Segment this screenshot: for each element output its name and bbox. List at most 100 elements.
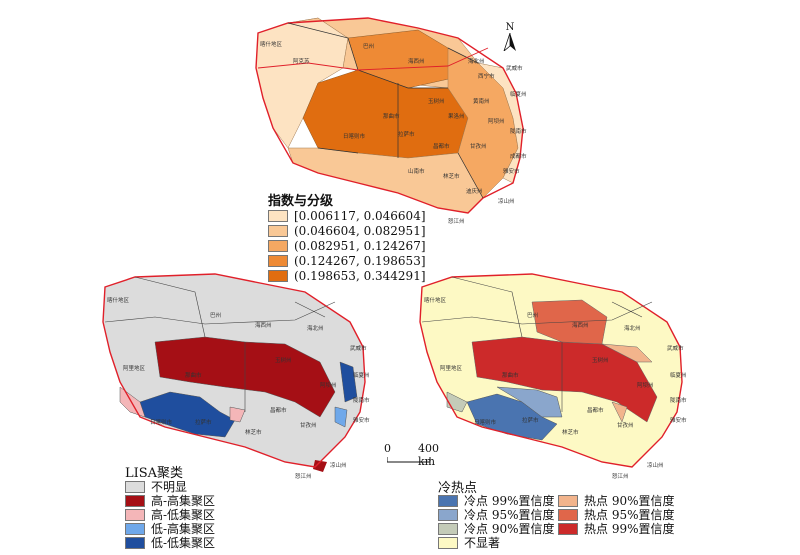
map-label: 阿里地区	[440, 364, 463, 372]
map-label: 玉树州	[592, 356, 609, 364]
lisa-cluster-map: 喀什地区 巴州 海西州 玉树州 那曲市 阿里地区 日喀则市 拉萨市 林芝市 昌都…	[102, 273, 370, 480]
hotspot-legend-title: 冷热点	[438, 481, 478, 496]
lisa-high-high-south	[313, 460, 327, 472]
hotspot-legend-item: 热点 95%置信度	[558, 506, 675, 523]
hotspot-legend-swatch	[558, 522, 578, 535]
hot-province-borders	[421, 276, 653, 412]
map-label: 那曲市	[383, 112, 400, 120]
map-label: 雅安市	[503, 167, 520, 175]
lisa-legend-swatch	[125, 536, 145, 549]
hot-90	[601, 343, 653, 423]
map-label: 陇南市	[353, 396, 370, 404]
hotspot-map: 喀什地区 巴州 海西州 玉树州 那曲市 阿里地区 日喀则市 拉萨市 林芝市 昌都…	[419, 273, 687, 480]
map-label: 凉山州	[647, 461, 664, 469]
map-label: 临夏州	[353, 371, 370, 379]
hotspot-legend-item: 不显著	[438, 534, 500, 551]
north-arrow: N	[502, 22, 518, 54]
lisa-high-low	[119, 386, 246, 423]
lisa-legend-title: LISA聚类	[125, 466, 184, 481]
index-legend-swatch	[268, 210, 288, 222]
index-legend-label: (0.124267, 0.198653]	[294, 254, 426, 268]
index-legend-label: (0.198653, 0.344291]	[294, 269, 426, 283]
hotspot-legend-swatch	[438, 508, 458, 521]
hotspot-legend-label: 冷点 90%置信度	[464, 522, 555, 536]
hotspot-legend-label: 冷点 95%置信度	[464, 508, 555, 522]
scale-bar: 0 400 km	[384, 442, 444, 468]
north-arrow-icon	[503, 32, 516, 53]
index-legend-item: (0.124267, 0.198653]	[268, 254, 426, 268]
map-label: 阿坝州	[637, 381, 654, 389]
hotspot-legend-item: 冷点 90%置信度	[438, 520, 555, 537]
map-label: 凉山州	[330, 461, 347, 469]
hotspot-legend-swatch	[438, 522, 458, 535]
cold-95	[496, 386, 563, 418]
hotspot-legend-item: 冷点 99%置信度	[438, 492, 555, 509]
map-label: 西宁市	[478, 72, 495, 80]
lisa-legend-item: 不明显	[125, 478, 187, 495]
scale-line	[387, 457, 431, 463]
map-label: 喀什地区	[107, 296, 130, 304]
hot-map-labels: 喀什地区 巴州 海西州 玉树州 那曲市 阿里地区 日喀则市 拉萨市 林芝市 昌都…	[424, 296, 687, 480]
hotspot-legend-label: 热点 95%置信度	[584, 508, 675, 522]
hotspot-legend-swatch	[438, 494, 458, 507]
map-label: 武威市	[506, 64, 523, 72]
map-label: 山南市	[408, 167, 425, 175]
map-label: 陇南市	[510, 127, 527, 135]
map-label: 成都市	[510, 152, 527, 160]
index-legend-item: (0.198653, 0.344291]	[268, 269, 426, 283]
lisa-legend-swatch	[125, 508, 145, 521]
map-label: 林芝市	[245, 428, 262, 436]
map-label: 那曲市	[185, 371, 202, 379]
map-label: 那曲市	[502, 371, 519, 379]
hot-boundary	[419, 273, 683, 468]
map-label: 阿坝州	[320, 381, 337, 389]
map-label: 昌都市	[270, 406, 287, 414]
lisa-legend-item: 高-低集聚区	[125, 506, 215, 523]
lisa-legend-label: 低-高集聚区	[151, 522, 216, 536]
lisa-legend-item: 低-低集聚区	[125, 534, 215, 551]
lisa-legend-label: 高-高集聚区	[151, 494, 216, 508]
hotspot-legend-label: 热点 90%置信度	[584, 494, 675, 508]
map-label: 日喀则市	[343, 132, 366, 140]
map-label: 昌都市	[587, 406, 604, 414]
map-label: 林芝市	[443, 172, 460, 180]
map-label: 雅安市	[670, 416, 687, 424]
map-label: 拉萨市	[398, 130, 415, 138]
hotspot-legend-label: 冷点 99%置信度	[464, 494, 555, 508]
map-label: 临夏州	[510, 90, 527, 98]
lisa-low-high	[334, 406, 348, 428]
map-label: 海西州	[255, 321, 272, 329]
index-legend-item: (0.082951, 0.124267]	[268, 239, 426, 253]
map-label: 甘孜州	[300, 421, 317, 429]
map-label: 巴州	[210, 312, 221, 319]
map-label: 日喀则市	[150, 418, 173, 426]
map-label: 黄南州	[473, 97, 490, 105]
tibet-border-line	[257, 47, 489, 71]
lisa-legend-item: 低-高集聚区	[125, 520, 215, 537]
lisa-legend-swatch	[125, 494, 145, 507]
map-label: 怒江州	[295, 472, 312, 480]
map-label: 阿坝州	[488, 117, 505, 125]
map-label: 阿克苏	[293, 57, 310, 65]
cold-99	[466, 393, 558, 441]
lisa-legend-swatch	[125, 480, 145, 493]
map-label: 陇南市	[670, 396, 687, 404]
hotspot-legend-swatch	[558, 494, 578, 507]
map-label: 临夏州	[670, 371, 687, 379]
map-label: 果洛州	[448, 112, 465, 120]
map-label: 阿里地区	[123, 364, 146, 372]
index-legend-swatch	[268, 270, 288, 282]
index-legend-title: 指数与分级	[268, 194, 334, 209]
hotspot-legend-item: 热点 90%置信度	[558, 492, 675, 509]
hotspot-legend-swatch	[438, 536, 458, 549]
map-label: 武威市	[667, 344, 684, 352]
index-legend-item: [0.006117, 0.046604]	[268, 209, 426, 223]
lisa-low-low-east	[339, 361, 358, 403]
map-label: 迪庆州	[466, 187, 483, 195]
hotspot-legend-item: 热点 99%置信度	[558, 520, 675, 537]
index-classification-map: 喀什地区 阿克苏 巴州 海西州 玉树州 那曲市 拉萨市 日喀则市 林芝市 甘孜州…	[255, 17, 527, 225]
lisa-legend-label: 低-低集聚区	[151, 536, 216, 550]
map-label: 雅安市	[353, 416, 370, 424]
lisa-province-borders	[104, 276, 336, 412]
hotspot-legend-item: 冷点 95%置信度	[438, 506, 555, 523]
